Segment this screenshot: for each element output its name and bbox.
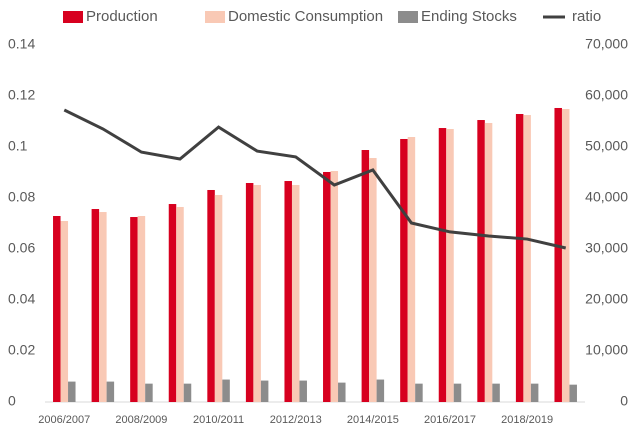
bar — [361, 150, 370, 402]
y2-tick-label: 20,000 — [585, 291, 628, 307]
bar — [438, 128, 447, 402]
bar — [168, 204, 177, 402]
bar — [453, 383, 462, 402]
bar — [369, 158, 377, 402]
bar — [569, 384, 577, 402]
legend-label: Domestic Consumption — [228, 8, 383, 25]
y-tick-label: 0 — [8, 393, 16, 409]
bar — [477, 120, 485, 403]
bar — [207, 189, 215, 402]
bar — [299, 380, 307, 402]
y2-tick-label: 50,000 — [585, 138, 628, 154]
bar — [530, 383, 539, 402]
bar — [492, 383, 500, 402]
bar — [446, 128, 454, 402]
bar — [176, 206, 184, 402]
legend-label: Ending Stocks — [421, 8, 517, 25]
y-tick-label: 0.02 — [8, 342, 35, 358]
x-tick-label: 2010/2011 — [193, 414, 244, 426]
y-tick-label: 0.08 — [8, 189, 35, 205]
x-tick-label: 2018/2019 — [501, 414, 553, 426]
x-tick-label: 2014/2015 — [347, 414, 399, 426]
bar — [137, 216, 146, 402]
legend-label: ratio — [572, 8, 601, 25]
bar — [338, 382, 346, 402]
bar — [53, 216, 61, 402]
bar — [554, 107, 562, 403]
x-tick-label: 2012/2013 — [270, 414, 322, 426]
y2-tick-label: 30,000 — [585, 240, 628, 256]
bar — [214, 194, 223, 402]
x-tick-label: 2006/2007 — [38, 414, 90, 426]
y2-tick-label: 10,000 — [585, 342, 628, 358]
y-tick-label: 0.04 — [8, 291, 35, 307]
bar — [400, 138, 408, 403]
bar — [222, 379, 230, 402]
bar — [183, 383, 192, 402]
bar — [323, 171, 331, 402]
y2-tick-label: 40,000 — [585, 189, 628, 205]
y-tick-label: 0.14 — [8, 36, 35, 52]
bar — [407, 137, 416, 402]
legend-label: Production — [86, 8, 158, 25]
bar — [91, 209, 100, 402]
bar — [561, 109, 570, 402]
y-tick-label: 0.12 — [8, 87, 35, 103]
bar — [106, 381, 115, 402]
bar — [60, 221, 69, 402]
bar — [68, 381, 76, 402]
legend-swatch — [63, 11, 83, 23]
bar — [515, 114, 524, 403]
y-tick-label: 0.06 — [8, 240, 35, 256]
bar — [99, 212, 107, 402]
y2-tick-label: 60,000 — [585, 87, 628, 103]
bar — [330, 171, 339, 402]
bar — [415, 383, 423, 402]
legend-swatch — [205, 11, 225, 23]
bar — [376, 379, 385, 402]
bar — [130, 217, 138, 402]
bar — [145, 383, 153, 402]
y-tick-label: 0.1 — [8, 138, 28, 154]
legend-swatch — [398, 11, 418, 23]
bar — [523, 115, 531, 402]
bar — [245, 183, 254, 402]
bar — [284, 181, 292, 402]
bar — [484, 122, 493, 402]
y2-tick-label: 0 — [620, 393, 628, 409]
ratio-line — [63, 108, 567, 250]
bar — [291, 184, 300, 402]
bar — [253, 184, 261, 402]
x-tick-label: 2008/2009 — [115, 414, 167, 426]
y2-tick-label: 70,000 — [585, 36, 628, 52]
bar — [260, 380, 269, 402]
x-tick-label: 2016/2017 — [424, 414, 476, 426]
